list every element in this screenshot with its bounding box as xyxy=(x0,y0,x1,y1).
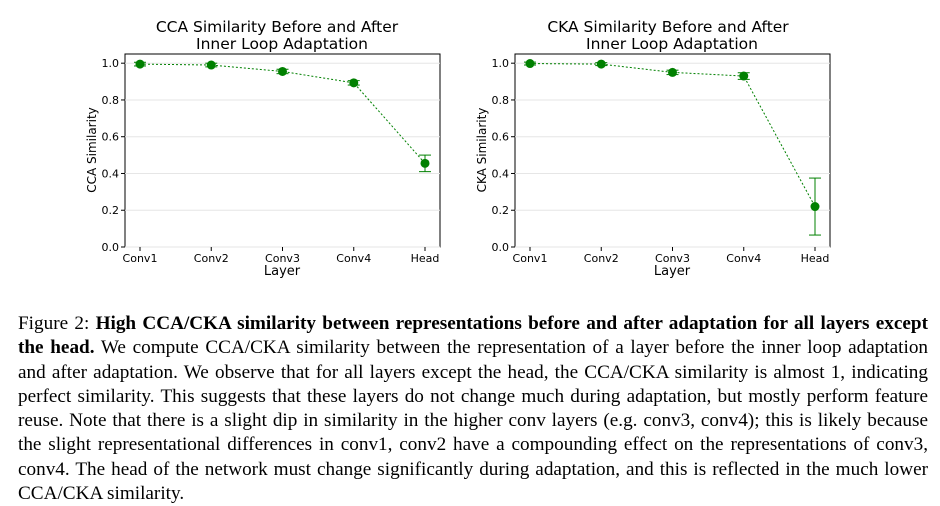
caption-label: Figure 2: xyxy=(18,313,90,334)
caption-body: We compute CCA/CKA similarity between th… xyxy=(18,337,929,505)
cca-x-tick-label: Conv3 xyxy=(265,252,300,265)
cka-y-tick-label: 0.8 xyxy=(492,94,510,107)
cca-x-tick-label: Conv1 xyxy=(123,252,158,265)
cka-y-tick-label: 0.2 xyxy=(492,204,510,217)
cca-y-tick-label: 0.4 xyxy=(102,167,120,180)
cka-x-axis-label: Layer xyxy=(654,264,691,279)
cca-data-point xyxy=(420,158,430,168)
cka-series-line xyxy=(529,63,816,207)
cca-y-tick-label: 1.0 xyxy=(102,57,120,70)
cka-chart-title-line2: Inner Loop Adaptation xyxy=(586,35,758,53)
figure-charts: CCA Similarity Before and After Inner Lo… xyxy=(85,18,831,279)
cka-y-tick-label: 0.4 xyxy=(492,167,510,180)
cka-x-tick-label: Conv1 xyxy=(513,252,548,265)
cca-x-tick-label: Conv2 xyxy=(194,252,229,265)
cka-chart-title-line1: CKA Similarity Before and After xyxy=(547,18,789,36)
cca-y-tick-label: 0.2 xyxy=(102,204,120,217)
cca-chart-title-line1: CCA Similarity Before and After xyxy=(156,18,399,36)
cka-data-point xyxy=(810,202,820,212)
cka-x-tick-label: Head xyxy=(801,252,830,265)
cka-y-tick-label: 0.0 xyxy=(492,241,510,254)
cka-y-tick-label: 1.0 xyxy=(492,57,510,70)
cca-data-point xyxy=(135,59,145,69)
cka-chart: CKA Similarity Before and After Inner Lo… xyxy=(475,18,831,279)
caption-bold-summary: High CCA/CKA similarity between represen… xyxy=(18,313,928,359)
figure-caption: Figure 2: High CCA/CKA similarity betwee… xyxy=(18,312,928,506)
cca-data-point xyxy=(349,78,359,88)
cka-x-tick-label: Conv4 xyxy=(726,252,761,265)
cca-x-axis-label: Layer xyxy=(264,264,301,279)
cca-x-tick-label: Head xyxy=(411,252,440,265)
cca-plot-frame xyxy=(124,53,441,248)
cca-data-point xyxy=(206,60,216,70)
cca-y-tick-label: 0.6 xyxy=(102,131,120,144)
cka-data-point xyxy=(525,59,535,69)
cca-chart: CCA Similarity Before and After Inner Lo… xyxy=(85,18,441,279)
cka-data-point xyxy=(668,67,677,77)
cca-y-axis-label: CCA Similarity xyxy=(85,107,99,193)
cca-y-tick-label: 0.0 xyxy=(102,241,120,254)
cca-y-tick-label: 0.8 xyxy=(102,94,120,107)
cca-series-line xyxy=(139,63,426,164)
cca-chart-title-line2: Inner Loop Adaptation xyxy=(196,35,368,53)
cka-x-tick-label: Conv3 xyxy=(655,252,690,265)
cka-x-tick-label: Conv2 xyxy=(584,252,619,265)
cka-y-tick-label: 0.6 xyxy=(492,131,510,144)
cka-y-axis-label: CKA Similarity xyxy=(475,108,489,193)
cka-data-point xyxy=(596,59,606,69)
cka-data-point xyxy=(739,71,749,81)
cka-plot-frame xyxy=(514,53,831,248)
cca-data-point xyxy=(278,66,287,76)
cca-x-tick-label: Conv4 xyxy=(336,252,371,265)
